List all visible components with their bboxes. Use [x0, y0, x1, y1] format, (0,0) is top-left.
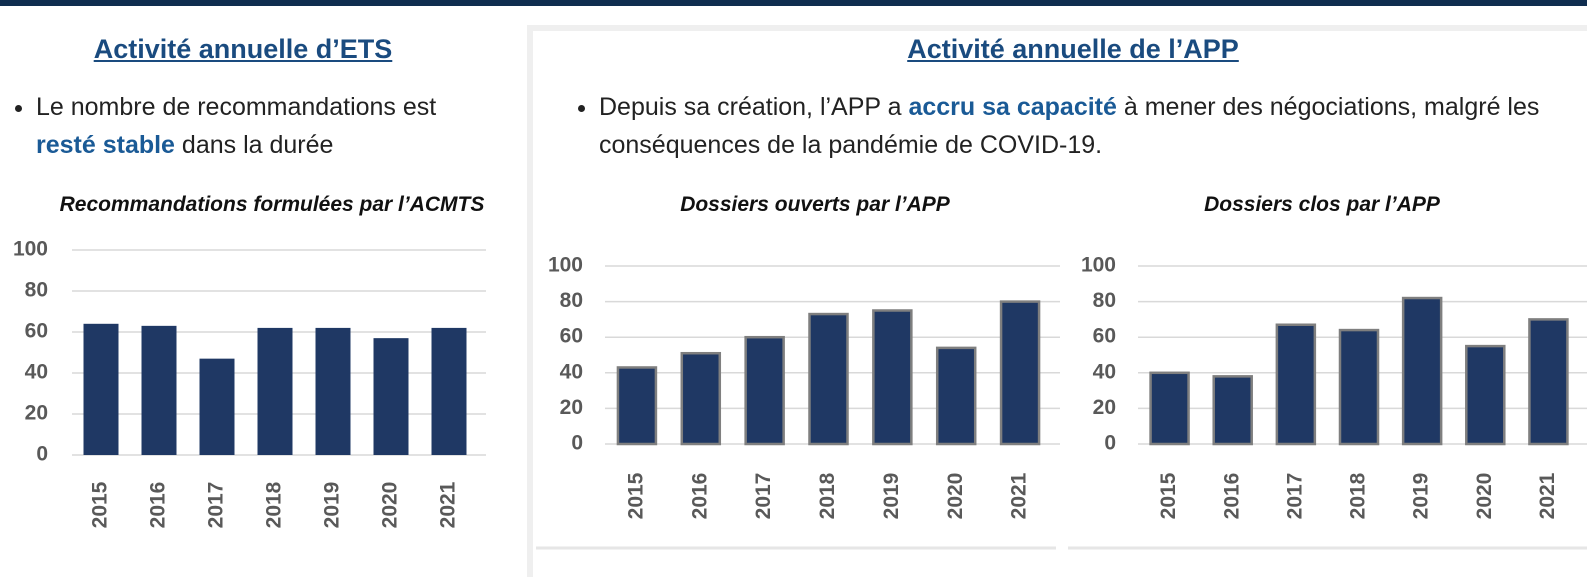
chart-title: Dossiers clos par l’APP — [1204, 193, 1441, 216]
top-bar — [0, 0, 1587, 6]
y-tick-label: 20 — [1093, 396, 1116, 419]
text: Depuis sa création, l’APP a — [599, 93, 909, 121]
x-tick-label: 2016 — [688, 473, 711, 520]
y-tick-label: 100 — [548, 254, 583, 277]
bullet: Le nombre de recommandations est resté s… — [36, 88, 476, 164]
y-tick-label: 40 — [25, 361, 48, 384]
bar — [999, 300, 1041, 446]
bar — [1528, 318, 1569, 446]
chart-title: Recommandations formulées par l’ACMTS — [60, 193, 485, 216]
left-bullet: Le nombre de recommandations est resté s… — [0, 88, 476, 164]
y-tick-label: 100 — [13, 238, 48, 261]
bar — [1338, 328, 1380, 446]
bar — [1401, 296, 1443, 446]
x-tick-label: 2019 — [1410, 473, 1433, 520]
x-tick-label: 2015 — [624, 472, 647, 519]
y-tick-label: 60 — [25, 320, 48, 343]
y-tick-label: 80 — [1093, 289, 1116, 312]
bar — [83, 323, 119, 455]
x-tick-label: 2017 — [752, 473, 775, 520]
x-tick-label: 2018 — [1347, 472, 1370, 519]
x-tick-label: 2018 — [263, 481, 286, 528]
bar — [1275, 323, 1317, 446]
bar — [1212, 375, 1253, 446]
y-tick-label: 40 — [1093, 360, 1116, 383]
y-tick-label: 20 — [25, 402, 48, 425]
y-tick-label: 100 — [1081, 254, 1116, 277]
y-tick-label: 80 — [25, 279, 48, 302]
x-tick-label: 2021 — [437, 481, 460, 528]
text: à mener des négociations, malgré les con… — [599, 93, 1540, 159]
right-bullet: Depuis sa création, l’APP a accru sa cap… — [563, 88, 1579, 164]
x-tick-label: 2020 — [1473, 473, 1496, 520]
bar — [315, 327, 351, 455]
y-tick-label: 0 — [571, 432, 583, 455]
bar — [373, 338, 409, 455]
x-tick-label: 2019 — [321, 482, 344, 529]
bar — [616, 366, 658, 446]
bar — [935, 346, 977, 446]
x-tick-label: 2020 — [379, 482, 402, 529]
text: dans la durée — [174, 131, 334, 159]
right-title: Activité annuelle de l’APP — [907, 34, 1239, 64]
x-tick-label: 2017 — [1283, 473, 1306, 520]
y-tick-label: 0 — [36, 443, 48, 466]
bar — [680, 351, 722, 446]
y-tick-label: 20 — [560, 396, 583, 419]
x-tick-label: 2015 — [89, 481, 112, 528]
bullet: Depuis sa création, l’APP a accru sa cap… — [599, 88, 1579, 164]
x-tick-label: 2021 — [1008, 472, 1031, 519]
bar — [1149, 371, 1190, 446]
bar — [808, 312, 849, 446]
y-tick-label: 80 — [560, 289, 583, 312]
x-tick-label: 2017 — [205, 482, 228, 529]
bar — [744, 335, 785, 446]
bar — [257, 327, 293, 455]
bar — [141, 325, 177, 455]
bar — [1465, 344, 1506, 446]
x-tick-label: 2020 — [944, 473, 967, 520]
bar — [431, 327, 467, 455]
y-tick-label: 60 — [1093, 325, 1116, 348]
left-title: Activité annuelle d’ETS — [93, 34, 393, 64]
bar — [872, 309, 913, 446]
x-tick-label: 2021 — [1536, 472, 1559, 519]
x-tick-label: 2016 — [147, 482, 170, 529]
y-tick-label: 40 — [560, 360, 583, 383]
text: Le nombre de recommandations est — [36, 93, 437, 121]
y-tick-label: 60 — [560, 325, 583, 348]
bar — [199, 358, 235, 455]
emphasis: accru sa capacité — [908, 93, 1117, 121]
y-tick-label: 0 — [1104, 432, 1116, 455]
x-tick-label: 2018 — [816, 472, 839, 519]
x-tick-label: 2016 — [1220, 473, 1243, 520]
x-tick-label: 2019 — [880, 473, 903, 520]
chart-title: Dossiers ouverts par l’APP — [680, 193, 951, 216]
x-tick-label: 2015 — [1157, 472, 1180, 519]
emphasis: resté stable — [36, 131, 175, 159]
